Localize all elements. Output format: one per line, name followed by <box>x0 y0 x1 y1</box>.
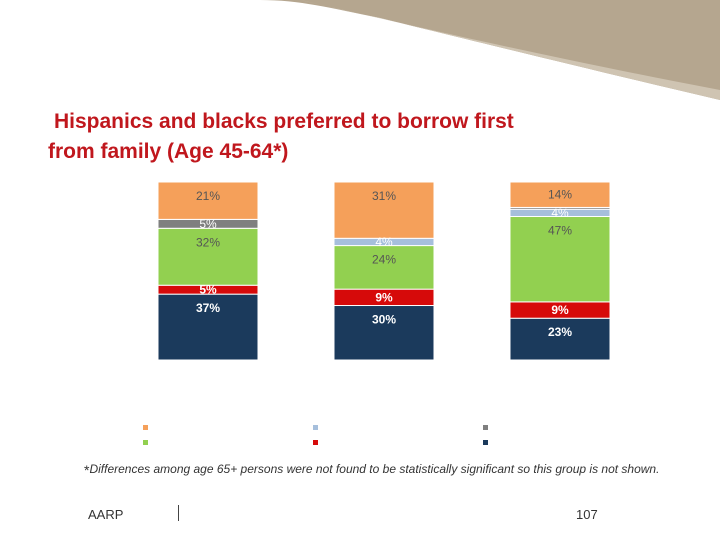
legend-swatch <box>143 440 148 445</box>
legend-swatch <box>483 425 488 430</box>
bar-segment <box>509 317 611 361</box>
footer-organization: AARP <box>88 507 124 522</box>
bar-value-label: 31% <box>372 189 396 203</box>
title-line-2: from family (Age 45-64*) <box>48 140 289 163</box>
bar-value-label: 4% <box>375 235 393 249</box>
chart-data-labels: 37% 5% 32% 5% 21% 30% 9% 24% 4% 31% 23% 9% 47% 4% 14% <box>196 188 572 340</box>
bar-value-label: 47% <box>548 224 572 238</box>
banner-swoosh <box>0 0 720 100</box>
chart-bars <box>157 181 611 361</box>
bar-value-label: 9% <box>551 303 569 317</box>
footnote: *Differences among age 65+ persons were … <box>84 462 704 478</box>
footnote-text: Differences among age 65+ persons were n… <box>89 462 660 476</box>
bar-value-label: 4% <box>551 206 569 220</box>
page-number: 107 <box>576 507 598 522</box>
bar-value-label: 5% <box>199 217 217 231</box>
bar-value-label: 5% <box>199 283 217 297</box>
bar-value-label: 9% <box>375 290 393 304</box>
bar-segment <box>333 181 435 239</box>
footer-divider <box>178 505 179 521</box>
chart-legend <box>143 425 488 445</box>
legend-swatch <box>313 440 318 445</box>
slide-title: Hispanics and blacks preferred to borrow… <box>48 107 688 167</box>
bar-segment <box>157 181 259 220</box>
bar-value-label: 14% <box>548 188 572 202</box>
bar-value-label: 30% <box>372 313 396 327</box>
bar-value-label: 23% <box>548 325 572 339</box>
bar-segment <box>333 305 435 361</box>
bar-value-label: 21% <box>196 189 220 203</box>
footnote-marker: * <box>84 462 90 478</box>
bar-segment <box>157 293 259 361</box>
bar-value-label: 37% <box>196 301 220 315</box>
banner-swoosh-shadow <box>300 0 720 100</box>
legend-swatch <box>143 425 148 430</box>
bar-segment <box>509 181 611 208</box>
legend-swatch <box>483 440 488 445</box>
decorative-banner <box>0 0 720 100</box>
bar-value-label: 32% <box>196 235 220 249</box>
bar-segment <box>509 216 611 303</box>
bar-segment <box>333 245 435 290</box>
legend-swatch <box>313 425 318 430</box>
bar-value-label: 24% <box>372 253 396 267</box>
title-line-1: Hispanics and blacks preferred to borrow… <box>54 110 514 133</box>
